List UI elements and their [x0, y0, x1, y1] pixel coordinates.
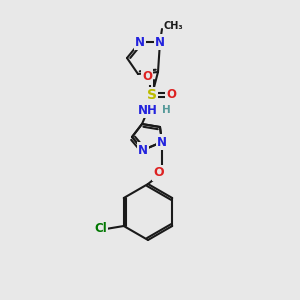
Text: NH: NH	[138, 103, 158, 116]
Text: Cl: Cl	[94, 223, 107, 236]
Text: N: N	[155, 35, 165, 49]
Text: S: S	[147, 88, 157, 102]
Text: N: N	[138, 143, 148, 157]
Text: N: N	[135, 35, 145, 49]
Text: CH₃: CH₃	[164, 21, 184, 31]
Text: N: N	[157, 136, 167, 148]
Text: O: O	[142, 70, 152, 83]
Text: H: H	[162, 105, 170, 115]
Text: O: O	[166, 88, 176, 101]
Text: O: O	[154, 167, 164, 179]
